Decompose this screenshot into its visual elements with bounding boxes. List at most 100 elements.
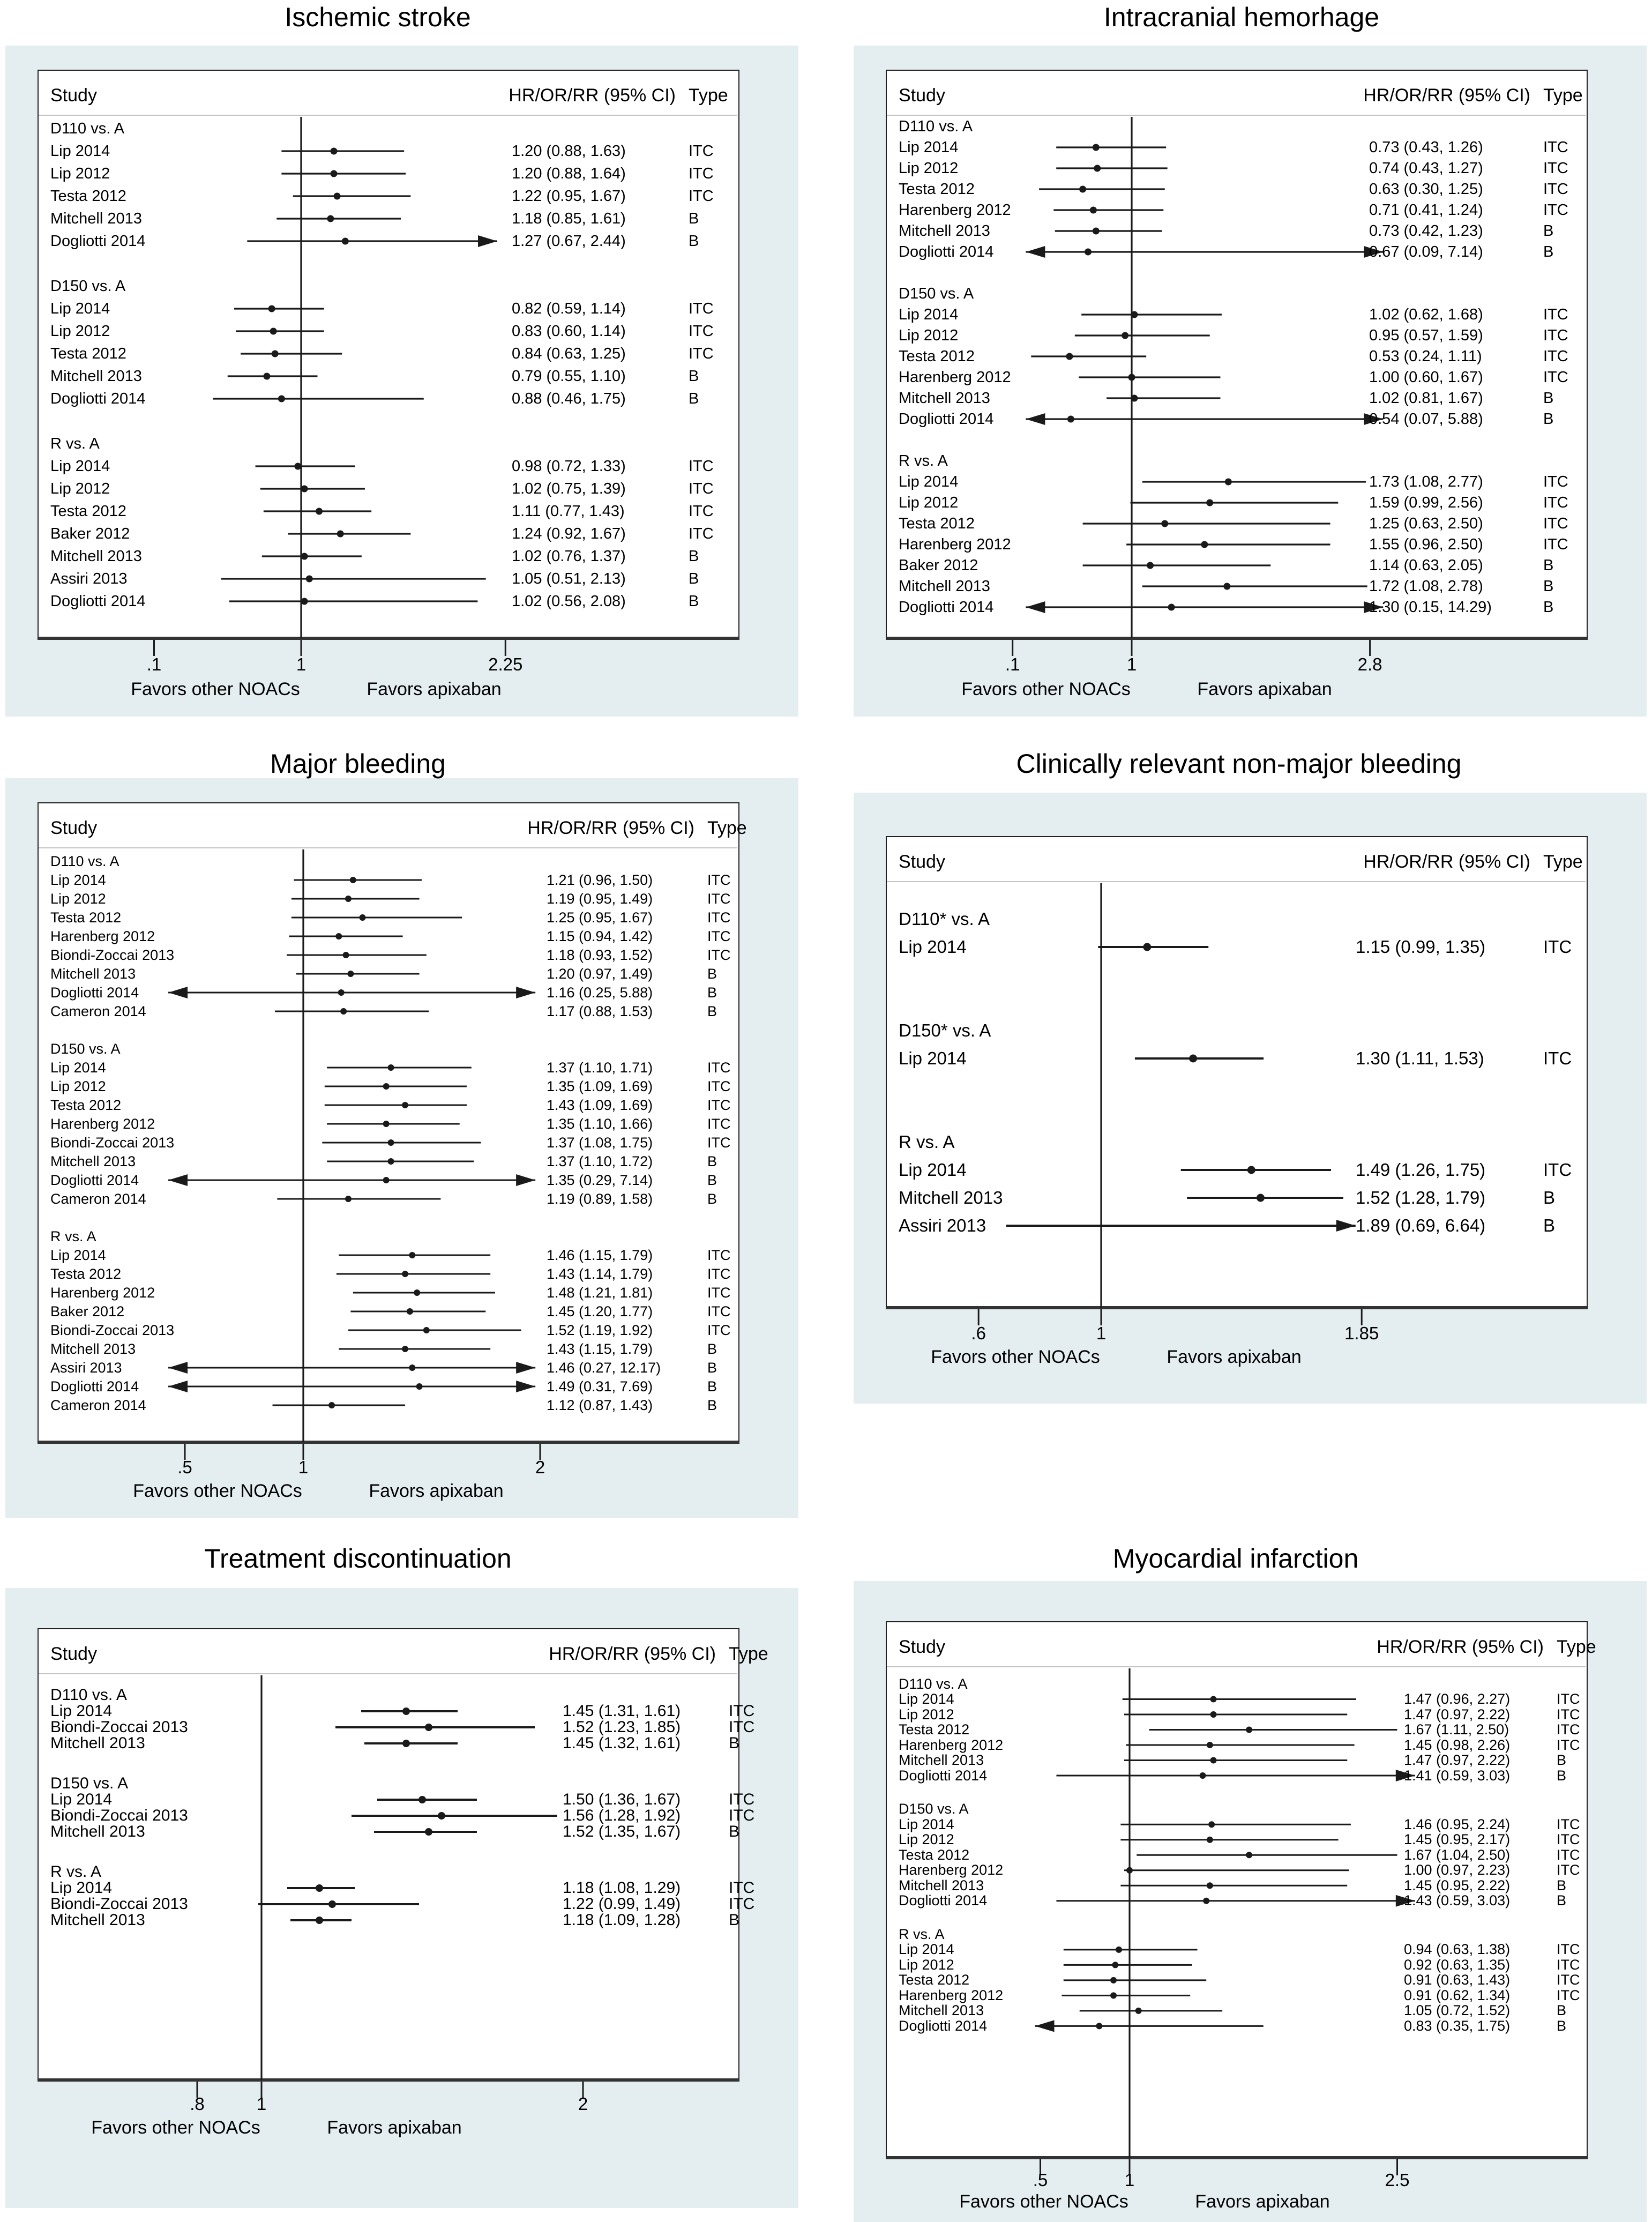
evidence-type: ITC [707, 1134, 731, 1151]
estimate-value: 0.83 (0.60, 1.14) [512, 323, 626, 340]
point-estimate-marker [402, 1346, 409, 1352]
evidence-type: ITC [689, 165, 714, 182]
column-header-estimate: HR/OR/RR (95% CI) [549, 1643, 716, 1664]
clip-arrow-right [516, 1381, 536, 1392]
study-label: Testa 2012 [899, 515, 975, 532]
study-label: Testa 2012 [899, 348, 975, 365]
evidence-type: B [689, 570, 699, 587]
evidence-type: B [707, 1378, 717, 1395]
group-label: D150 vs. A [899, 1801, 969, 1817]
estimate-value: 0.79 (0.55, 1.10) [512, 368, 626, 385]
group-label: D110 vs. A [50, 120, 125, 137]
estimate-value: 1.00 (0.60, 1.67) [1369, 369, 1483, 386]
header-separator [887, 115, 1586, 116]
evidence-type: B [1557, 2017, 1567, 2034]
axis-tick-label: 1 [256, 2094, 267, 2114]
column-header-study: Study [899, 851, 945, 872]
group-label: D110 vs. A [899, 1675, 968, 1692]
estimate-value: 1.67 (1.11, 2.50) [1404, 1721, 1509, 1738]
point-estimate-marker [414, 1289, 421, 1296]
clip-arrow-right [516, 1362, 536, 1374]
evidence-type: B [1557, 1767, 1567, 1784]
estimate-value: 1.18 (0.85, 1.61) [512, 210, 626, 227]
estimate-value: 1.50 (1.36, 1.67) [563, 1791, 681, 1808]
evidence-type: ITC [1543, 1048, 1572, 1068]
favors-left-label: Favors other NOACs [931, 1346, 1100, 1367]
study-label: Testa 2012 [899, 181, 975, 198]
header-separator [39, 115, 737, 116]
evidence-type: B [707, 1003, 717, 1019]
favors-right-label: Favors apixaban [367, 678, 502, 699]
study-label: Mitchell 2013 [50, 548, 142, 565]
estimate-value: 1.15 (0.99, 1.35) [1356, 937, 1486, 957]
study-label: Dogliotti 2014 [50, 593, 146, 610]
axis-tick-label: 2.5 [1385, 2170, 1410, 2190]
study-label: Assiri 2013 [50, 570, 128, 587]
evidence-type: B [689, 210, 699, 227]
study-label: Biondi-Zoccai 2013 [50, 1134, 175, 1151]
study-label: Lip 2012 [899, 494, 959, 511]
estimate-value: 1.17 (0.88, 1.53) [547, 1003, 653, 1019]
study-label: Mitchell 2013 [50, 1340, 136, 1357]
study-label: Dogliotti 2014 [50, 984, 139, 1001]
point-estimate-marker [1210, 1696, 1217, 1703]
favors-right-label: Favors apixaban [369, 1480, 504, 1501]
panel-title: Treatment discontinuation [204, 1543, 512, 1574]
estimate-value: 1.02 (0.75, 1.39) [512, 480, 626, 497]
estimate-value: 1.37 (1.10, 1.71) [547, 1059, 653, 1076]
evidence-type: B [689, 368, 699, 385]
evidence-type: ITC [707, 1284, 731, 1301]
evidence-type: ITC [1557, 1862, 1580, 1878]
study-label: Harenberg 2012 [50, 928, 155, 944]
study-label: Mitchell 2013 [50, 1823, 145, 1840]
estimate-value: 1.18 (1.08, 1.29) [563, 1879, 681, 1897]
point-estimate-marker [402, 1740, 410, 1747]
evidence-type: B [1543, 411, 1554, 428]
column-header-type: Type [1557, 1636, 1596, 1657]
evidence-type: ITC [689, 300, 714, 317]
study-label: Mitchell 2013 [50, 965, 136, 982]
estimate-value: 1.48 (1.21, 1.81) [547, 1284, 653, 1301]
point-estimate-marker [268, 305, 275, 312]
estimate-value: 1.52 (1.19, 1.92) [547, 1322, 653, 1338]
point-estimate-marker [359, 914, 366, 921]
evidence-type: ITC [1543, 139, 1568, 156]
point-estimate-marker [1131, 311, 1138, 318]
evidence-type: B [1543, 390, 1554, 407]
point-estimate-marker [1210, 1711, 1217, 1718]
evidence-type: ITC [729, 1895, 755, 1913]
point-estimate-marker [406, 1308, 413, 1315]
point-estimate-marker [301, 598, 308, 605]
panel-title: Myocardial infarction [1112, 1543, 1359, 1574]
favors-right-label: Favors apixaban [1195, 2191, 1330, 2212]
study-label: Harenberg 2012 [899, 536, 1011, 553]
estimate-value: 1.02 (0.56, 2.08) [512, 593, 626, 610]
column-header-study: Study [899, 85, 945, 106]
column-header-estimate: HR/OR/RR (95% CI) [1377, 1636, 1544, 1657]
estimate-value: 1.14 (0.63, 2.05) [1369, 557, 1483, 574]
study-label: Mitchell 2013 [899, 390, 990, 407]
point-estimate-marker [425, 1724, 432, 1731]
point-estimate-marker [387, 1139, 394, 1146]
evidence-type: ITC [689, 345, 714, 362]
axis-tick-label: .6 [971, 1323, 986, 1343]
evidence-type: ITC [1543, 181, 1568, 198]
evidence-type: ITC [689, 143, 714, 160]
header-separator [887, 1666, 1586, 1667]
plot-box [38, 1628, 739, 2082]
group-label: D110* vs. A [899, 909, 990, 929]
study-label: Lip 2014 [899, 1160, 967, 1180]
clip-arrow-left [1026, 413, 1045, 425]
evidence-type: B [1543, 557, 1554, 574]
evidence-type: B [729, 1911, 740, 1929]
study-label: Lip 2014 [50, 1791, 113, 1808]
column-header-type: Type [1543, 85, 1583, 106]
point-estimate-marker [347, 971, 354, 977]
point-estimate-marker [270, 327, 277, 335]
header-separator [887, 881, 1586, 882]
panel-title: Major bleeding [270, 748, 446, 779]
clip-arrow-right [1364, 246, 1384, 258]
study-label: Mitchell 2013 [899, 1877, 984, 1893]
estimate-value: 1.47 (0.97, 2.22) [1404, 1752, 1511, 1768]
